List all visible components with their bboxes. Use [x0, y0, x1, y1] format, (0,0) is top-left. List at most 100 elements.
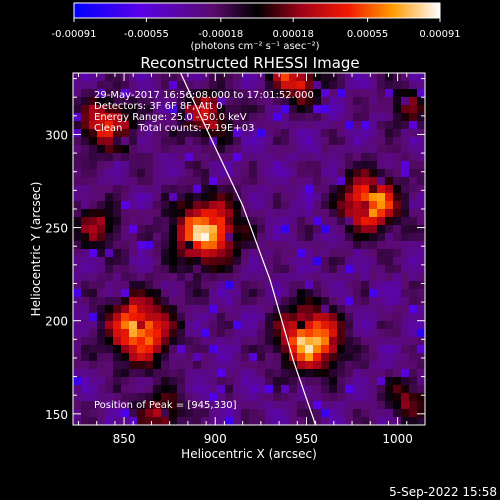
heatmap-cell — [297, 185, 306, 194]
heatmap-cell — [241, 337, 250, 346]
heatmap-cell — [273, 73, 282, 82]
heatmap-cell — [265, 193, 274, 202]
heatmap-cell — [193, 289, 202, 298]
heatmap-cell — [185, 105, 194, 114]
heatmap-cell — [337, 177, 346, 186]
heatmap-cell — [417, 105, 425, 114]
heatmap-cell — [161, 321, 170, 330]
heatmap-cell — [409, 281, 418, 290]
heatmap-cell — [289, 73, 298, 82]
heatmap-cell — [225, 97, 234, 106]
heatmap-cell — [409, 217, 418, 226]
heatmap-cell — [401, 89, 410, 98]
heatmap-cell — [201, 337, 210, 346]
heatmap-cell — [409, 273, 418, 282]
heatmap-cell — [177, 161, 186, 170]
heatmap-cell — [129, 345, 138, 354]
heatmap-cell — [185, 337, 194, 346]
heatmap-cell — [377, 369, 386, 378]
heatmap-cell — [145, 289, 154, 298]
heatmap-cell — [89, 289, 98, 298]
heatmap-cell — [345, 89, 354, 98]
heatmap-cell — [217, 129, 226, 138]
heatmap-cell — [145, 209, 154, 218]
heatmap-cell — [305, 345, 314, 354]
heatmap-cell — [153, 161, 162, 170]
heatmap-cell — [409, 193, 418, 202]
heatmap-cell — [145, 153, 154, 162]
heatmap-cell — [257, 393, 266, 402]
heatmap-cell — [225, 233, 234, 242]
heatmap-cell — [409, 169, 418, 178]
heatmap-cell — [153, 73, 162, 82]
heatmap-cell — [137, 217, 146, 226]
heatmap-cell — [193, 217, 202, 226]
heatmap-cell — [409, 89, 418, 98]
heatmap-cell — [161, 337, 170, 346]
heatmap-cell — [177, 361, 186, 370]
heatmap-cell — [153, 417, 162, 425]
heatmap-cell — [337, 353, 346, 362]
heatmap-cell — [129, 297, 138, 306]
heatmap-cell — [185, 273, 194, 282]
heatmap-cell — [289, 145, 298, 154]
heatmap-cell — [217, 233, 226, 242]
heatmap-cell — [89, 337, 98, 346]
heatmap-cell — [401, 265, 410, 274]
heatmap-cell — [401, 345, 410, 354]
heatmap-cell — [385, 321, 394, 330]
heatmap-cell — [121, 209, 130, 218]
heatmap-cell — [225, 377, 234, 386]
heatmap-cell — [177, 249, 186, 258]
heatmap-cell — [305, 89, 314, 98]
heatmap-cell — [137, 377, 146, 386]
heatmap-cell — [353, 81, 362, 90]
heatmap-cell — [393, 137, 402, 146]
heatmap-cell — [321, 265, 330, 274]
heatmap-cell — [289, 89, 298, 98]
heatmap-cell — [353, 377, 362, 386]
heatmap-cell — [241, 377, 250, 386]
heatmap-cell — [337, 281, 346, 290]
heatmap-cell — [233, 73, 242, 82]
heatmap-cell — [145, 97, 154, 106]
heatmap-cell — [137, 89, 146, 98]
heatmap-cell — [329, 273, 338, 282]
heatmap-cell — [369, 97, 378, 106]
heatmap-cell — [313, 169, 322, 178]
heatmap-cell — [113, 97, 122, 106]
heatmap-cell — [73, 145, 82, 154]
heatmap-cell — [153, 369, 162, 378]
heatmap-cell — [217, 185, 226, 194]
heatmap-cell — [417, 361, 425, 370]
heatmap-cell — [369, 73, 378, 82]
heatmap-cell — [217, 113, 226, 122]
heatmap-cell — [401, 121, 410, 130]
heatmap-cell — [217, 393, 226, 402]
heatmap-cell — [257, 345, 266, 354]
heatmap-cell — [81, 153, 90, 162]
heatmap-cell — [353, 137, 362, 146]
heatmap-cell — [241, 177, 250, 186]
heatmap-cell — [297, 337, 306, 346]
heatmap-cell — [89, 305, 98, 314]
heatmap-cell — [353, 385, 362, 394]
heatmap-cell — [137, 161, 146, 170]
heatmap-cell — [289, 329, 298, 338]
heatmap-cell — [81, 105, 90, 114]
y-tick-label: 300 — [45, 128, 68, 142]
heatmap-cell — [209, 161, 218, 170]
heatmap-cell — [385, 369, 394, 378]
heatmap-cell — [233, 105, 242, 114]
heatmap-cell — [73, 233, 82, 242]
heatmap-cell — [209, 169, 218, 178]
heatmap-cell — [417, 177, 425, 186]
x-axis-label: Heliocentric X (arcsec) — [181, 447, 317, 461]
heatmap-cell — [161, 249, 170, 258]
heatmap-cell — [89, 329, 98, 338]
heatmap-cell — [137, 393, 146, 402]
heatmap-cell — [121, 321, 130, 330]
heatmap-cell — [297, 353, 306, 362]
heatmap-cell — [273, 169, 282, 178]
